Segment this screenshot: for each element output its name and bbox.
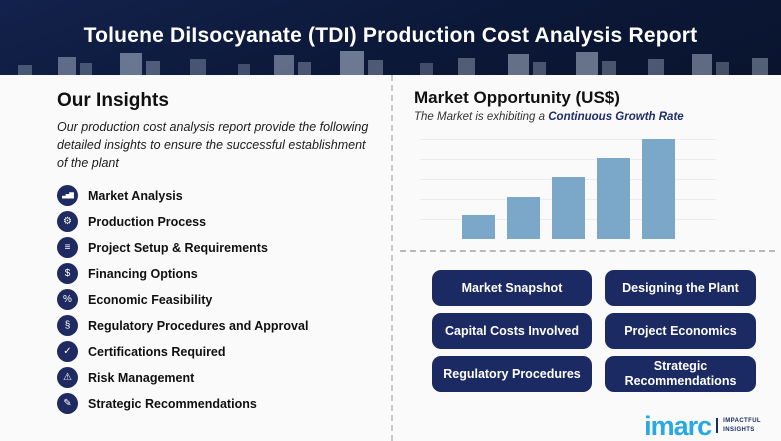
imarc-brand-text: imarc	[644, 410, 712, 441]
financing-options-icon: $	[57, 263, 78, 285]
market-snapshot-button[interactable]: Market Snapshot	[432, 270, 592, 306]
list-item: ⚙ Production Process	[57, 211, 363, 233]
designing-the-plant-button[interactable]: Designing the Plant	[605, 270, 756, 306]
strategic-recommendations-icon: ✎	[57, 393, 78, 415]
economic-feasibility-icon: %	[57, 289, 78, 311]
capital-costs-involved-button[interactable]: Capital Costs Involved	[432, 313, 592, 349]
chart-bar	[506, 197, 540, 239]
list-item: % Economic Feasibility	[57, 289, 363, 311]
market-analysis-icon: ▃▅▇	[57, 185, 78, 207]
insights-list: ▃▅▇ Market Analysis ⚙ Production Process ≡ Pr…	[57, 185, 363, 415]
logo-tagline-line2: INSIGHTS	[723, 426, 755, 433]
logo-tagline: IMPACTFUL INSIGHTS	[723, 417, 761, 434]
list-item: ≡ Project Setup & Requirements	[57, 237, 363, 259]
chart-bar	[461, 215, 495, 239]
list-item: ✓ Certifications Required	[57, 341, 363, 363]
insights-description: Our production cost analysis report prov…	[57, 120, 369, 171]
list-item: ▃▅▇ Market Analysis	[57, 185, 363, 207]
risk-management-icon: ⚠	[57, 367, 78, 389]
insight-label: Financing Options	[88, 266, 198, 281]
market-subtitle: The Market is exhibiting a Continuous Gr…	[414, 111, 755, 123]
topic-buttons: Market Snapshot Designing the Plant Capita…	[432, 270, 756, 392]
logo-divider-bar	[716, 418, 719, 434]
strategic-recommendations-button[interactable]: Strategic Recommendations	[605, 356, 756, 392]
insight-label: Economic Feasibility	[88, 292, 213, 307]
regulatory-approval-icon: §	[57, 315, 78, 337]
insight-label: Certifications Required	[88, 344, 226, 359]
bar-chart	[420, 139, 716, 239]
list-item: § Regulatory Procedures and Approval	[57, 315, 363, 337]
insight-label: Risk Management	[88, 370, 195, 385]
page-title: Toluene DiIsocyanate (TDI) Production Co…	[83, 24, 698, 47]
chart-bar	[596, 158, 630, 239]
insight-label: Strategic Recommendations	[88, 396, 257, 411]
chart-bar	[641, 139, 675, 239]
dashed-separator	[400, 250, 775, 252]
logo-tagline-line1: IMPACTFUL	[723, 418, 761, 425]
insights-panel: Our Insights Our production cost analysi…	[0, 75, 391, 441]
regulatory-procedures-button[interactable]: Regulatory Procedures	[432, 356, 592, 392]
market-panel: Market Opportunity (US$) The Market is e…	[392, 75, 781, 441]
city-skyline-graphic	[18, 51, 768, 75]
list-item: ✎ Strategic Recommendations	[57, 393, 363, 415]
imarc-logo: imarc IMPACTFUL INSIGHTS	[644, 410, 761, 441]
insight-label: Market Analysis	[88, 188, 183, 203]
header-banner: Toluene DiIsocyanate (TDI) Production Co…	[0, 0, 781, 75]
insights-title: Our Insights	[57, 90, 169, 111]
market-subtitle-highlight: Continuous Growth Rate	[548, 111, 684, 123]
insight-label: Project Setup & Requirements	[88, 240, 268, 255]
insight-label: Production Process	[88, 214, 207, 229]
insight-label: Regulatory Procedures and Approval	[88, 318, 309, 333]
list-item: ⚠ Risk Management	[57, 367, 363, 389]
project-setup-icon: ≡	[57, 237, 78, 259]
chart-bar	[551, 177, 585, 239]
market-subtitle-prefix: The Market is exhibiting a	[414, 111, 549, 123]
list-item: $ Financing Options	[57, 263, 363, 285]
panel-divider	[391, 75, 393, 441]
market-title: Market Opportunity (US$)	[414, 88, 620, 107]
production-process-icon: ⚙	[57, 211, 78, 233]
certifications-icon: ✓	[57, 341, 78, 363]
project-economics-button[interactable]: Project Economics	[605, 313, 756, 349]
